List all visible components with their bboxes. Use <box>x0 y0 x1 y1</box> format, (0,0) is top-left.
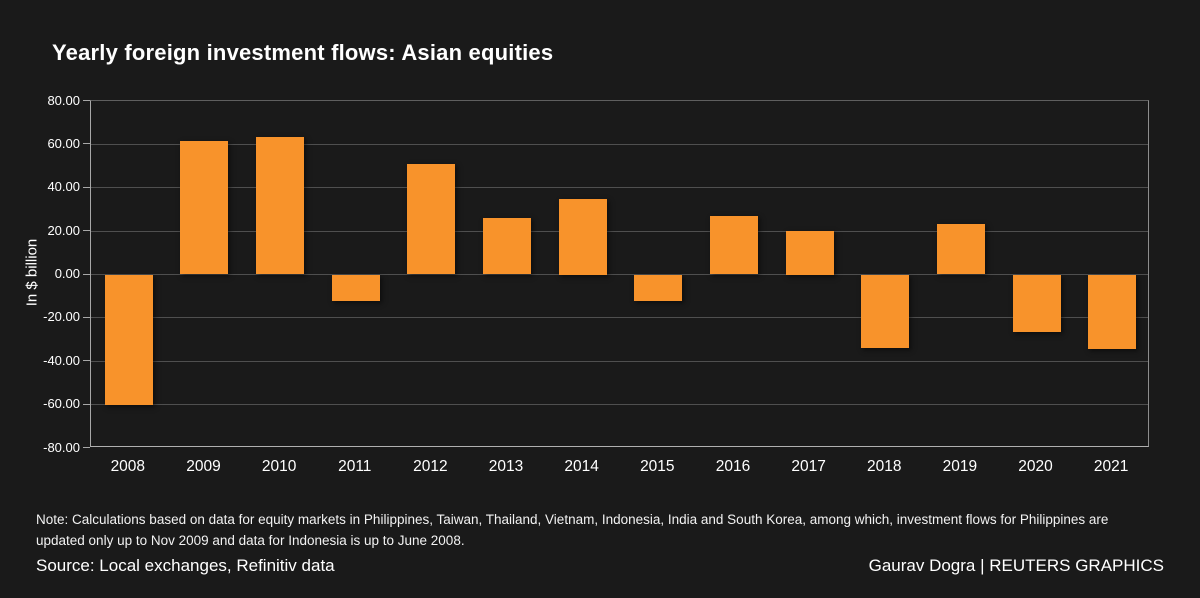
x-tick-label-2018: 2018 <box>867 458 902 475</box>
bar-2016 <box>709 215 758 275</box>
bar-2014 <box>558 198 607 275</box>
y-tick-mark--60 <box>83 403 90 405</box>
gridline--20 <box>91 317 1148 319</box>
gridline--40 <box>91 360 1148 362</box>
plot-area <box>90 100 1149 447</box>
x-tick-label-2010: 2010 <box>261 458 297 475</box>
bar-2021 <box>1088 274 1137 350</box>
credit-text: Gaurav Dogra | REUTERS GRAPHICS <box>868 556 1164 575</box>
y-tick-mark-0 <box>83 273 90 275</box>
y-tick-label-20: 20.00 <box>47 222 80 238</box>
bar-2018 <box>861 274 910 349</box>
gridline-0 <box>91 274 1148 275</box>
y-tick-label-80: 80.00 <box>47 92 80 108</box>
x-tick-label-2021: 2021 <box>1093 458 1129 475</box>
x-tick-label-2014: 2014 <box>564 458 599 475</box>
gridline-20 <box>91 230 1148 232</box>
bar-2012 <box>407 163 456 275</box>
gridline-60 <box>91 143 1148 145</box>
bar-2019 <box>936 223 985 275</box>
note-text: Note: Calculations based on data for equ… <box>36 512 1109 548</box>
x-tick-label-2019: 2019 <box>942 458 978 475</box>
x-tick-label-2015: 2015 <box>640 458 675 475</box>
x-tick-label-2017: 2017 <box>791 458 826 475</box>
y-tick-label--20: -20.00 <box>43 309 80 325</box>
x-tick-label-2012: 2012 <box>413 458 448 475</box>
y-tick-label--60: -60.00 <box>43 396 80 412</box>
bar-2010 <box>256 136 305 275</box>
y-tick-mark--80 <box>83 447 90 448</box>
source-row: Source: Local exchanges, Refinitiv data … <box>36 556 1164 576</box>
x-tick-label-2013: 2013 <box>488 458 524 475</box>
y-tick-label--80: -80.00 <box>43 439 80 455</box>
chart-title: Yearly foreign investment flows: Asian e… <box>52 40 554 65</box>
y-tick-mark-80 <box>83 100 90 101</box>
bar-2011 <box>331 274 380 301</box>
gridline--60 <box>91 404 1148 406</box>
x-tick-label-2008: 2008 <box>110 458 146 475</box>
y-tick-mark-40 <box>83 186 90 188</box>
y-tick-mark--40 <box>83 360 90 362</box>
bar-2017 <box>785 231 834 275</box>
y-tick-label-60: 60.00 <box>47 135 80 151</box>
y-tick-mark-20 <box>83 230 90 232</box>
bar-2009 <box>180 141 229 275</box>
x-tick-label-2011: 2011 <box>338 458 372 475</box>
y-tick-label-40: 40.00 <box>47 179 80 195</box>
y-tick-mark-60 <box>83 143 90 145</box>
bar-2008 <box>104 274 153 405</box>
bar-2020 <box>1012 274 1061 332</box>
x-tick-label-2020: 2020 <box>1018 458 1053 475</box>
bar-2013 <box>483 218 532 275</box>
y-tick-mark--20 <box>83 316 90 318</box>
source-text: Source: Local exchanges, Refinitiv data <box>36 556 335 575</box>
y-tick-label-0: 0.00 <box>54 266 80 281</box>
x-tick-label-2009: 2009 <box>186 458 221 475</box>
y-tick-label--40: -40.00 <box>43 352 80 368</box>
gridline-40 <box>91 187 1148 189</box>
bar-2015 <box>634 274 683 301</box>
x-tick-label-2016: 2016 <box>715 458 751 475</box>
